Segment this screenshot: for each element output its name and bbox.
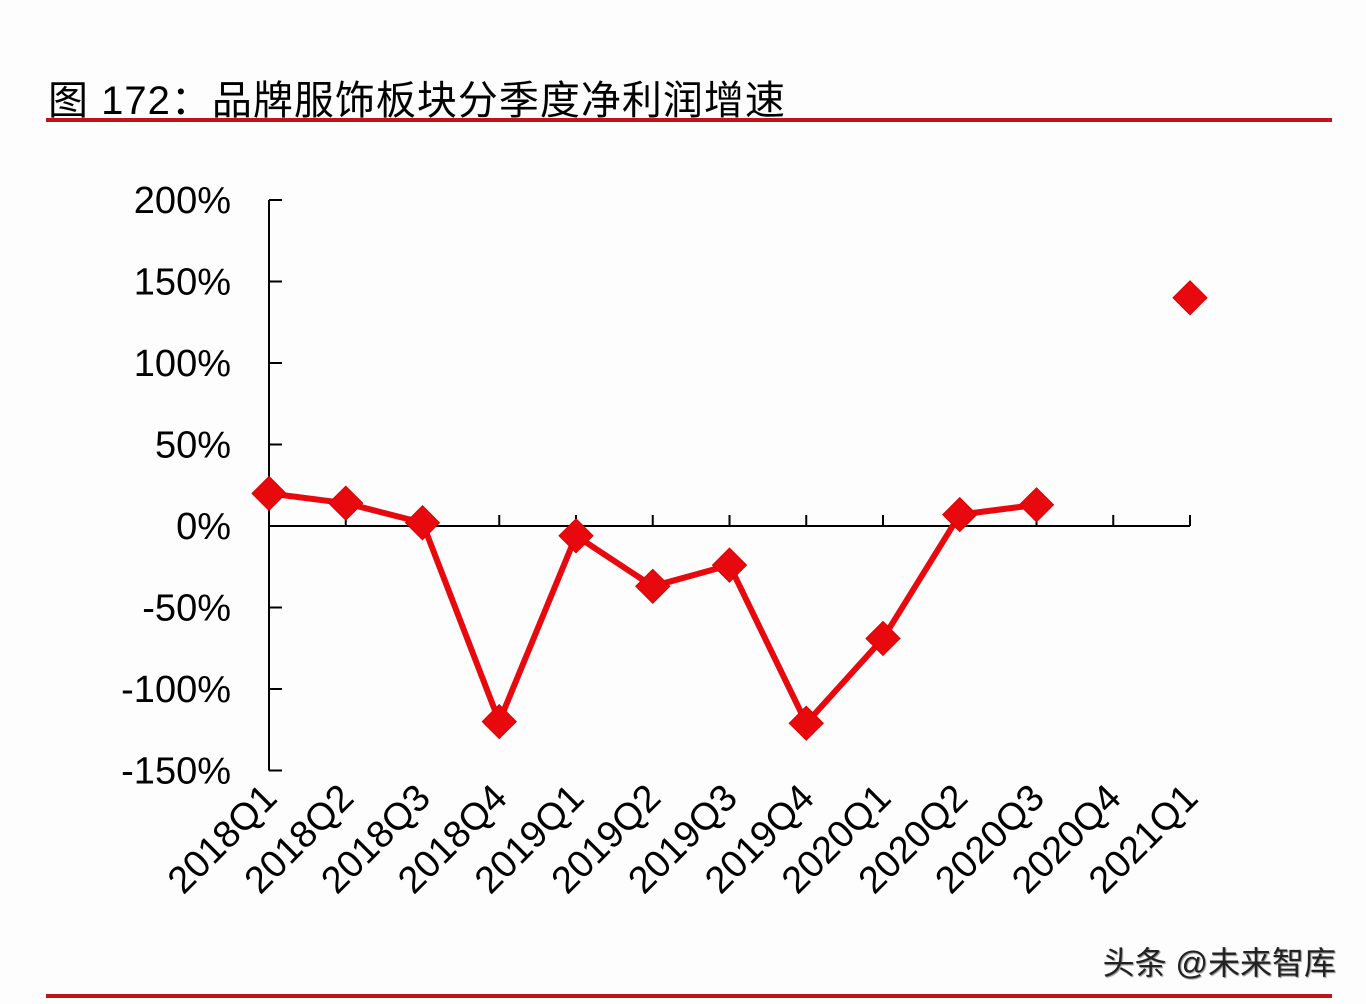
data-point-diamond [481,703,517,740]
data-point-diamond [865,620,901,657]
data-point-diamond [251,475,287,512]
bottom-divider [46,994,1332,998]
y-tick-label: -50% [142,588,231,630]
y-tick-label: -150% [121,751,231,793]
y-tick-label: 100% [134,343,231,385]
y-tick-label: 0% [176,506,231,548]
data-point-diamond [1172,280,1208,316]
title-divider [46,118,1332,122]
chart-title: 图 172：品牌服饰板块分季度净利润增速 [48,79,786,123]
y-tick-label: 200% [134,180,231,222]
data-point-diamond [404,505,441,541]
watermark: 头条 @未来智库 [1102,945,1336,981]
y-tick-label: 150% [134,262,231,304]
data-point-diamond [328,485,364,521]
data-point-diamond [635,568,671,605]
y-tick-label: 50% [155,425,231,467]
data-point-diamond [558,518,594,554]
data-point-diamond [1018,487,1055,523]
data-point-diamond [788,705,824,741]
data-point-diamond [942,496,978,533]
series-line [268,490,1037,727]
y-tick-label: -100% [121,669,231,711]
data-point-diamond [711,547,748,583]
